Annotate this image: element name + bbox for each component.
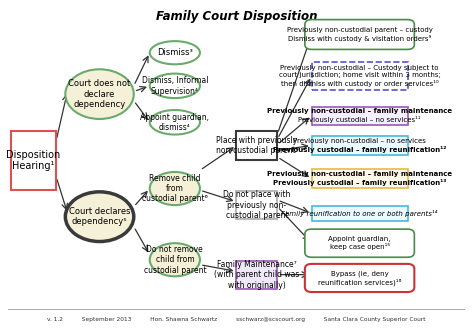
Text: Previously custodial – family reunification¹²: Previously custodial – family reunificat… [273, 146, 447, 153]
FancyBboxPatch shape [305, 229, 414, 257]
FancyBboxPatch shape [312, 206, 408, 221]
FancyBboxPatch shape [237, 191, 277, 219]
FancyBboxPatch shape [305, 264, 414, 292]
Text: Court declares
dependency⁵: Court declares dependency⁵ [69, 207, 130, 226]
Text: Previously non-custodial parent – custody
Dismiss with custody & visitation orde: Previously non-custodial parent – custod… [287, 27, 433, 42]
Text: Do not remove
child from
custodial parent: Do not remove child from custodial paren… [144, 245, 206, 275]
Text: Appoint guardian,
dismiss⁴: Appoint guardian, dismiss⁴ [140, 113, 210, 132]
Ellipse shape [150, 73, 200, 98]
Ellipse shape [65, 69, 134, 119]
FancyBboxPatch shape [312, 107, 408, 125]
Text: Remove child
from
custodial parent⁶: Remove child from custodial parent⁶ [142, 174, 208, 203]
Text: Do not place with
previously non-
custodial parent: Do not place with previously non- custod… [223, 190, 291, 220]
Text: Previously custodial – family reunification¹³: Previously custodial – family reunificat… [273, 179, 447, 186]
Text: Dismiss³: Dismiss³ [157, 48, 193, 57]
Text: Previously non-custodial – family maintenance: Previously non-custodial – family mainte… [267, 108, 452, 114]
Text: Previously non-custodial – family maintenance: Previously non-custodial – family mainte… [267, 171, 452, 177]
Text: Previously non-custodial – Custody subject to
court jurisdiction; home visit wit: Previously non-custodial – Custody subje… [279, 65, 440, 87]
Text: Family reunification to one or both parents¹⁴: Family reunification to one or both pare… [282, 210, 438, 217]
FancyBboxPatch shape [10, 131, 56, 190]
Text: Court does not
declare
dependency: Court does not declare dependency [68, 79, 131, 109]
Text: Family Court Disposition: Family Court Disposition [155, 10, 317, 23]
Text: Disposition
Hearing¹: Disposition Hearing¹ [6, 150, 61, 171]
Text: Previously non-custodial – no services: Previously non-custodial – no services [293, 138, 426, 144]
Text: Bypass (ie, deny
reunification services)¹⁶: Bypass (ie, deny reunification services)… [318, 270, 401, 286]
Ellipse shape [150, 41, 200, 64]
FancyBboxPatch shape [312, 62, 408, 90]
Text: Family Maintenance⁷
(with parent child was
with originally): Family Maintenance⁷ (with parent child w… [214, 260, 300, 290]
Ellipse shape [150, 172, 200, 205]
Text: Dismiss, Informal
Supervision⁴: Dismiss, Informal Supervision⁴ [142, 76, 208, 96]
FancyBboxPatch shape [237, 131, 277, 160]
Text: Previously custodial – no services¹¹: Previously custodial – no services¹¹ [298, 117, 421, 124]
Text: v. 1.2          September 2013          Hon. Shawna Schwartz          sschwarz@s: v. 1.2 September 2013 Hon. Shawna Schwar… [47, 317, 426, 322]
Ellipse shape [65, 192, 134, 241]
FancyBboxPatch shape [312, 136, 408, 155]
FancyBboxPatch shape [312, 169, 408, 188]
FancyBboxPatch shape [305, 20, 414, 49]
FancyBboxPatch shape [237, 261, 277, 289]
Text: Place with previously
non-custodial parent⁸: Place with previously non-custodial pare… [216, 136, 298, 155]
Ellipse shape [150, 110, 200, 135]
Ellipse shape [150, 243, 200, 276]
Text: Appoint guardian,
keep case open¹⁵: Appoint guardian, keep case open¹⁵ [328, 236, 391, 250]
